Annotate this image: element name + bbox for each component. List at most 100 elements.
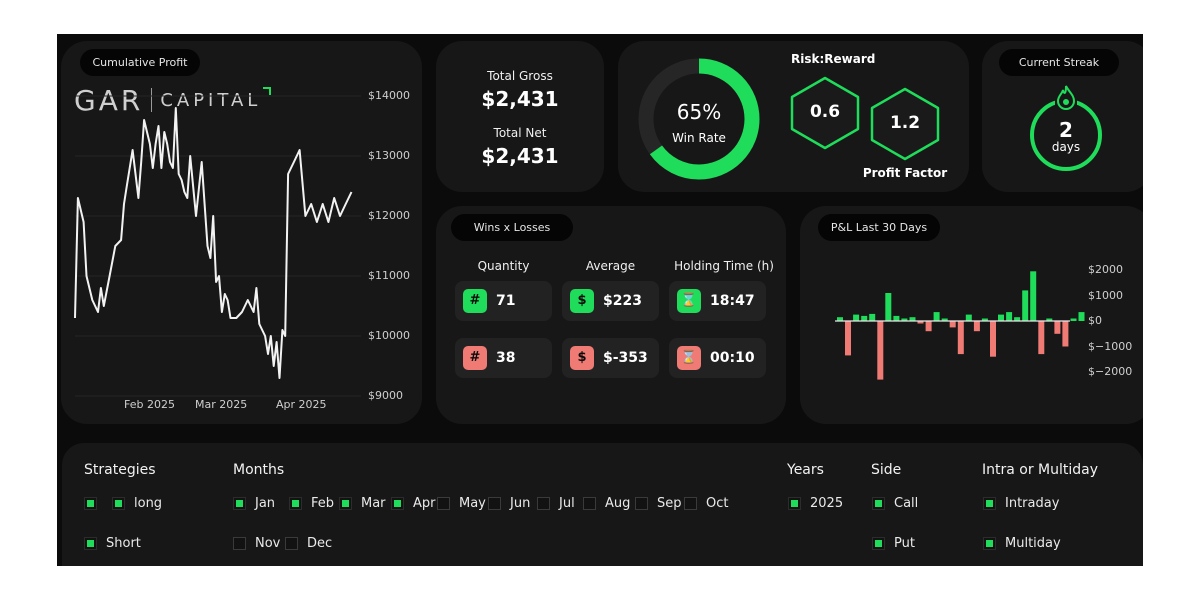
months-checkbox[interactable]: Oct <box>684 493 728 513</box>
y-tick-label: $14000 <box>368 89 410 102</box>
pnl-bar <box>933 312 940 321</box>
y-tick-label: $−2000 <box>1088 365 1133 378</box>
checkbox-label: long <box>134 495 163 511</box>
y-tick-label: $2000 <box>1088 263 1123 276</box>
checkbox-box[interactable] <box>488 496 501 510</box>
wins-average-value: $223 <box>603 293 642 309</box>
intra-checkbox[interactable]: Intraday <box>983 493 1059 513</box>
x-tick-label: Mar 2025 <box>195 398 248 411</box>
pnl-bar <box>981 318 988 321</box>
checkbox-box[interactable] <box>983 496 996 510</box>
pnl-bar <box>837 317 843 321</box>
checkbox-box[interactable] <box>537 496 550 510</box>
months-checkbox[interactable]: Apr <box>391 493 436 513</box>
cumulative-profit-pill: Cumulative Profit <box>80 49 200 76</box>
logo-divider <box>151 88 153 112</box>
wins-holding-value: 18:47 <box>710 293 755 309</box>
checkbox-box[interactable] <box>233 536 246 550</box>
checkbox-label: Sep <box>657 495 682 511</box>
checkbox-label: Feb <box>311 495 335 511</box>
checkbox-label: Dec <box>307 535 333 551</box>
risk-reward-value: 0.6 <box>809 102 841 122</box>
checkbox-box[interactable] <box>84 496 97 510</box>
strategies-checkbox[interactable]: long <box>112 493 162 513</box>
total-gross-card: Total Gross $2,431 Total Net $2,431 <box>436 41 604 192</box>
winrate-risk-card: 65% Win Rate Risk:Reward 0.6 1.2 Profit … <box>618 41 969 192</box>
checkbox-box[interactable] <box>983 536 996 550</box>
checkbox-label: Oct <box>706 495 729 511</box>
checkbox-box[interactable] <box>391 496 404 510</box>
pnl-bar-chart <box>835 271 1085 380</box>
y-tick-label: $9000 <box>368 389 403 402</box>
total-gross-value: $2,431 <box>481 87 559 111</box>
checkbox-box[interactable] <box>872 536 885 550</box>
hourglass-icon: ⌛ <box>677 289 701 313</box>
losses-holding-value: 00:10 <box>710 350 755 366</box>
profit-factor-hexagon <box>870 87 940 161</box>
pnl-bar <box>877 321 884 380</box>
months-checkbox[interactable]: Sep <box>635 493 682 513</box>
intra-multiday-title: Intra or Multiday <box>982 462 1099 478</box>
total-net-label: Total Net <box>493 126 547 140</box>
months-checkbox[interactable]: Feb <box>289 493 334 513</box>
months-checkbox[interactable]: Jul <box>537 493 575 513</box>
pnl-bar <box>998 314 1004 321</box>
checkbox-label: Aug <box>605 495 631 511</box>
checkbox-box[interactable] <box>437 496 450 510</box>
checkbox-box[interactable] <box>233 496 246 510</box>
checkbox-box[interactable] <box>635 496 648 510</box>
checkbox-box[interactable] <box>583 496 596 510</box>
pnl-bar <box>965 314 972 321</box>
months-checkbox[interactable]: May <box>437 493 486 513</box>
win-rate-label: Win Rate <box>672 131 726 145</box>
months-checkbox[interactable]: Dec <box>285 533 332 553</box>
intra-checkbox[interactable]: Multiday <box>983 533 1061 553</box>
risk-reward-title: Risk:Reward <box>791 52 876 66</box>
pnl-bar <box>973 321 980 332</box>
losses-quantity-value: 38 <box>496 350 516 366</box>
pnl-bar <box>1062 321 1069 347</box>
checkbox-label: Jan <box>255 495 276 511</box>
pnl-bar <box>990 321 996 357</box>
months-checkbox[interactable]: Aug <box>583 493 630 513</box>
strategies-checkbox[interactable]: Short <box>84 533 141 553</box>
months-checkbox[interactable]: Jun <box>488 493 530 513</box>
pnl-bar <box>957 321 964 355</box>
side-checkbox[interactable]: Call <box>872 493 918 513</box>
checkbox-box[interactable] <box>684 496 697 510</box>
wins-average-tile: $ $223 <box>562 281 659 321</box>
years-checkbox[interactable]: 2025 <box>788 493 843 513</box>
checkbox-box[interactable] <box>285 536 298 550</box>
checkbox-box[interactable] <box>788 496 801 510</box>
checkbox-box[interactable] <box>84 536 97 550</box>
cumulative-profit-chart <box>74 95 361 397</box>
checkbox-box[interactable] <box>289 496 302 510</box>
hourglass-icon: ⌛ <box>677 346 701 370</box>
years-title: Years <box>787 462 824 478</box>
strategies-title: Strategies <box>84 462 156 478</box>
checkbox-box[interactable] <box>872 496 885 510</box>
win-rate-ring <box>638 58 760 180</box>
pnl-bar <box>885 293 892 321</box>
checkbox-label: Put <box>894 535 915 551</box>
dollar-icon: $ <box>570 346 594 370</box>
wins-holding-tile: ⌛ 18:47 <box>669 281 766 321</box>
strategies-checkbox[interactable] <box>84 493 106 513</box>
checkbox-box[interactable] <box>112 496 125 510</box>
pnl-pill: P&L Last 30 Days <box>818 214 940 241</box>
checkbox-label: May <box>459 495 486 511</box>
months-checkbox[interactable]: Nov <box>233 533 280 553</box>
current-streak-card: Current Streak 2 days <box>982 41 1143 192</box>
pnl-bar <box>1046 318 1053 321</box>
checkbox-label: Nov <box>255 535 281 551</box>
y-tick-label: $12000 <box>368 209 410 222</box>
months-checkbox[interactable]: Mar <box>339 493 386 513</box>
y-tick-label: $10000 <box>368 329 410 342</box>
side-checkbox[interactable]: Put <box>872 533 915 553</box>
checkbox-box[interactable] <box>339 496 352 510</box>
pnl-bar <box>1030 271 1037 321</box>
months-checkbox[interactable]: Jan <box>233 493 275 513</box>
holding-time-header: Holding Time (h) <box>674 259 774 273</box>
pnl-bar <box>949 321 956 328</box>
current-streak-pill: Current Streak <box>999 49 1119 76</box>
